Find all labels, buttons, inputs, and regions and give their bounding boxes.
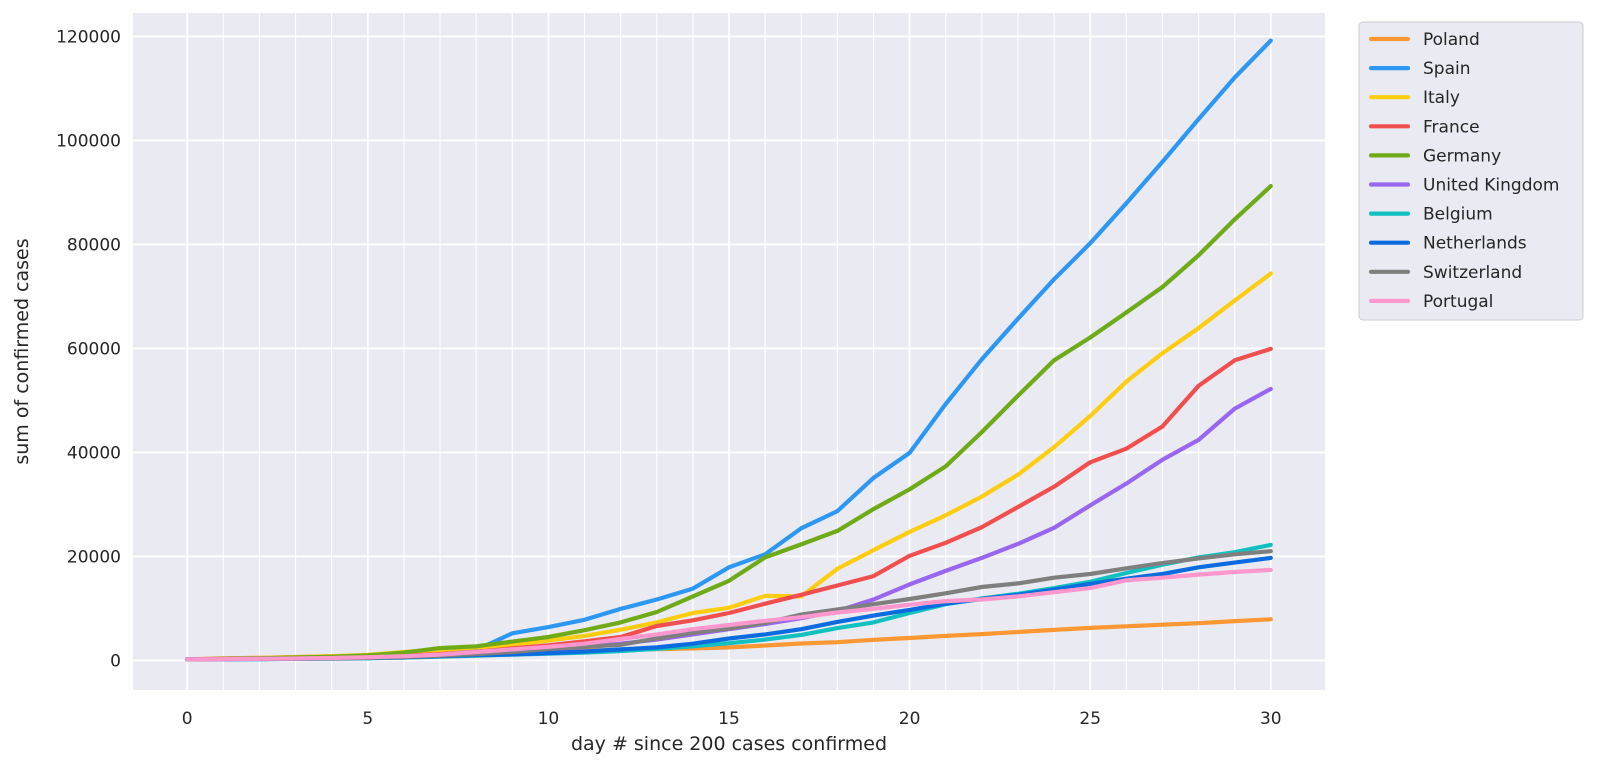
y-tick-label: 100000 — [56, 131, 121, 151]
series-line-portugal — [185, 567, 1273, 662]
y-tick-label: 40000 — [67, 443, 121, 463]
x-tick-label: 25 — [1079, 709, 1101, 729]
x-tick-label: 0 — [182, 709, 193, 729]
legend-label-france: France — [1423, 117, 1480, 137]
legend-label-switzerland: Switzerland — [1423, 263, 1522, 283]
legend-label-netherlands: Netherlands — [1423, 234, 1527, 254]
y-tick-label: 20000 — [67, 547, 121, 567]
x-tick-label: 15 — [718, 709, 740, 729]
x-tick-label: 30 — [1260, 709, 1282, 729]
legend-label-germany: Germany — [1423, 146, 1501, 166]
y-tick-label: 0 — [110, 651, 121, 671]
x-tick-label: 10 — [538, 709, 560, 729]
y-tick-label: 80000 — [67, 235, 121, 255]
legend-label-united-kingdom: United Kingdom — [1423, 176, 1559, 196]
legend: Poland Spain Italy France Germany United King… — [1358, 21, 1584, 321]
series-lines — [185, 38, 1273, 662]
ticks: 0 5 10 15 20 25 30 0 20000 40000 60000 80000 100000 1… — [56, 27, 1282, 729]
legend-box — [1358, 21, 1584, 321]
legend-label-italy: Italy — [1423, 88, 1460, 108]
x-tick-label: 20 — [899, 709, 921, 729]
y-tick-label: 120000 — [56, 27, 121, 47]
x-axis-label: day # since 200 cases confirmed — [571, 733, 887, 755]
legend-label-poland: Poland — [1423, 30, 1480, 50]
y-tick-label: 60000 — [67, 339, 121, 359]
x-tick-label: 5 — [362, 709, 373, 729]
y-axis-label: sum of confirmed cases — [11, 238, 33, 464]
legend-label-belgium: Belgium — [1423, 205, 1493, 225]
legend-label-portugal: Portugal — [1423, 292, 1493, 312]
legend-label-spain: Spain — [1423, 59, 1471, 79]
